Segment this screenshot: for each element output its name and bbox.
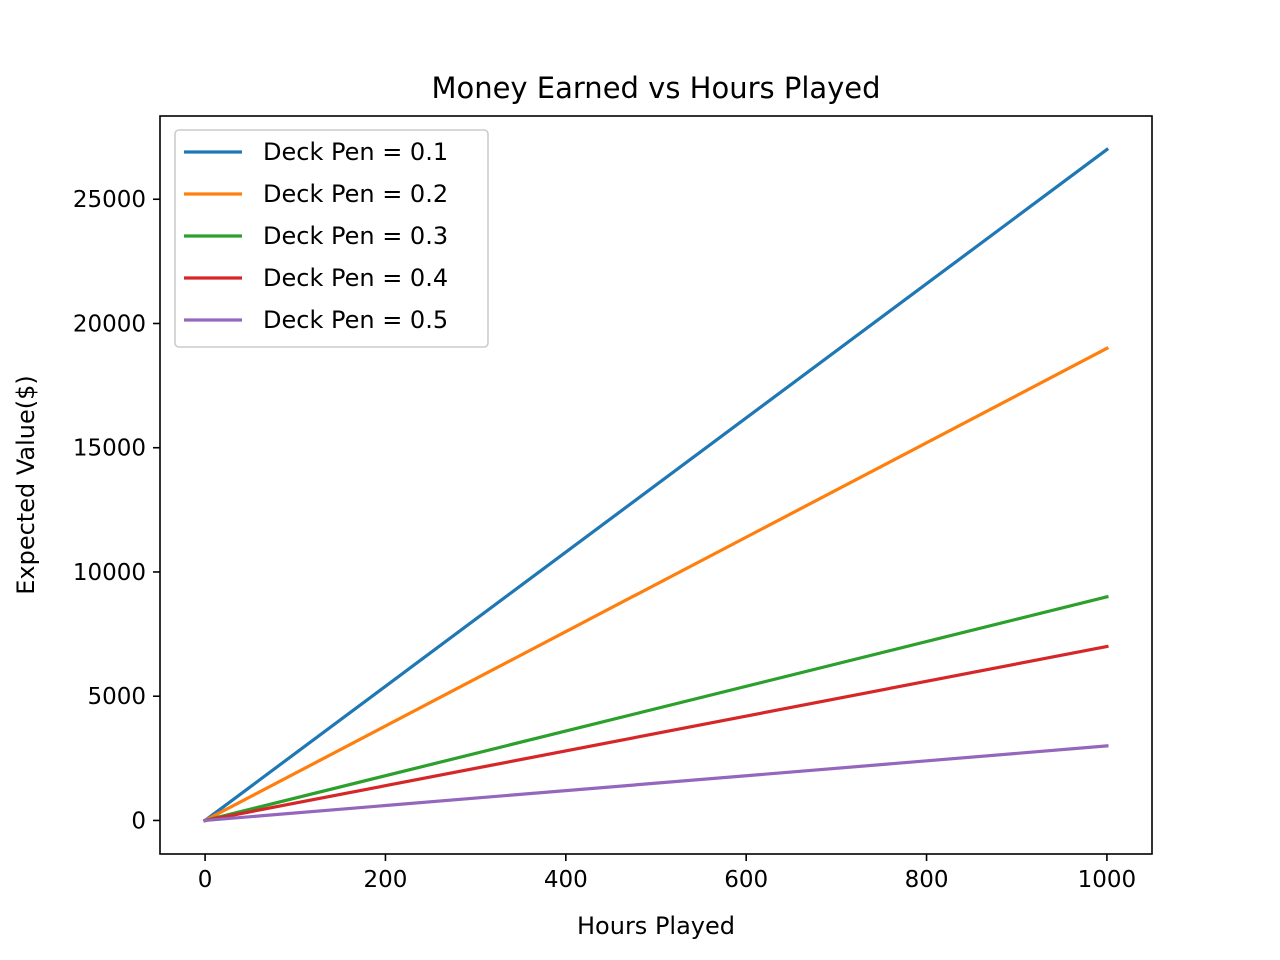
legend-label-4: Deck Pen = 0.4 [263, 264, 448, 292]
x-tick-label: 800 [905, 867, 949, 893]
series-layer [202, 147, 1110, 823]
legend-label-2: Deck Pen = 0.2 [263, 180, 448, 208]
series-line-3 [203, 594, 1109, 823]
y-tick-label: 20000 [73, 311, 146, 337]
x-axis: 0 200 400 600 800 1000 [198, 854, 1136, 893]
x-tick-label: 400 [544, 867, 588, 893]
y-axis: 0 5000 10000 15000 20000 25000 [73, 187, 160, 834]
x-tick-label: 0 [198, 867, 213, 893]
x-tick-label: 600 [724, 867, 768, 893]
legend-label-3: Deck Pen = 0.3 [263, 222, 448, 250]
legend: Deck Pen = 0.1 Deck Pen = 0.2 Deck Pen = 0… [174, 129, 489, 348]
y-tick-label: 10000 [73, 560, 146, 586]
y-tick-label: 15000 [73, 436, 146, 462]
plot-area-frame [159, 115, 1153, 855]
y-tick-label: 25000 [73, 187, 146, 213]
series-line-5 [203, 744, 1109, 823]
x-axis-label: Hours Played [577, 912, 735, 940]
x-tick-label: 1000 [1078, 867, 1137, 893]
legend-label-5: Deck Pen = 0.5 [263, 306, 448, 334]
series-line-1 [202, 147, 1110, 823]
series-line-4 [203, 644, 1109, 823]
series-line-2 [202, 346, 1110, 823]
legend-label-1: Deck Pen = 0.1 [263, 138, 448, 166]
y-tick-label: 5000 [87, 684, 146, 710]
x-tick-label: 200 [364, 867, 408, 893]
chart-title: Money Earned vs Hours Played [431, 71, 880, 105]
y-tick-label: 0 [131, 808, 146, 834]
y-axis-label: Expected Value($) [12, 375, 40, 595]
legend-box [174, 129, 489, 348]
